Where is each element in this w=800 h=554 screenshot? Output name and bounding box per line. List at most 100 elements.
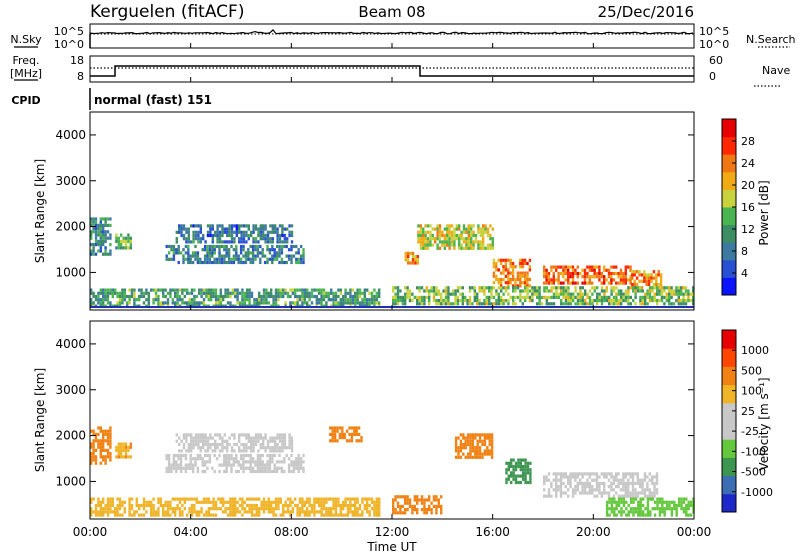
data-cell: [337, 294, 340, 299]
data-cell: [130, 503, 134, 508]
data-cell: [242, 240, 246, 244]
data-cell: [682, 497, 686, 501]
data-cell: [232, 248, 236, 252]
data-cell: [303, 301, 306, 305]
data-cell: [473, 292, 476, 296]
data-cell: [183, 288, 186, 292]
scatter-region: [392, 286, 695, 306]
colorbar-swatch: [722, 348, 736, 367]
data-cell: [241, 513, 244, 517]
data-cell: [603, 289, 606, 293]
data-cell: [375, 510, 378, 514]
data-cell: [422, 237, 425, 241]
data-cell: [552, 271, 555, 276]
data-cell: [327, 294, 330, 299]
data-cell: [624, 271, 627, 276]
power-y-axis-label: Slant Range [km]: [33, 159, 47, 263]
data-cell: [490, 455, 494, 459]
data-cell: [668, 503, 671, 508]
data-cell: [351, 294, 354, 299]
data-cell: [175, 237, 178, 241]
data-cell: [574, 295, 577, 299]
data-cell: [576, 271, 579, 276]
data-cell: [247, 254, 250, 258]
data-cell: [121, 288, 124, 292]
data-cell: [261, 248, 264, 252]
data-cell: [564, 271, 567, 276]
data-cell: [201, 260, 204, 265]
data-cell: [512, 474, 515, 478]
data-cell: [180, 439, 183, 443]
data-cell: [273, 248, 276, 252]
data-cell: [318, 301, 321, 305]
data-cell: [260, 507, 263, 511]
data-cell: [560, 286, 563, 290]
data-cell: [234, 288, 237, 292]
data-cell: [238, 433, 241, 437]
data-cell: [586, 292, 589, 296]
data-cell: [459, 292, 462, 296]
data-cell: [625, 500, 628, 504]
data-cell: [111, 294, 114, 299]
data-cell: [588, 299, 592, 303]
data-cell: [262, 497, 266, 501]
data-cell: [230, 453, 233, 458]
data-cell: [225, 460, 228, 464]
data-cell: [608, 497, 611, 501]
data-cell: [579, 271, 582, 276]
data-cell: [92, 458, 95, 462]
data-cell: [225, 244, 228, 249]
data-cell: [331, 429, 334, 433]
data-cell: [510, 480, 513, 485]
data-cell: [313, 503, 316, 508]
data-cell: [109, 510, 112, 514]
data-cell: [547, 281, 551, 285]
data-cell: [490, 302, 493, 306]
data-cell: [199, 439, 202, 443]
data-cell: [488, 452, 491, 456]
data-cell: [145, 500, 148, 504]
data-cell: [228, 436, 231, 440]
data-cell: [120, 246, 123, 250]
data-cell: [646, 302, 649, 306]
data-cell: [199, 449, 202, 453]
data-cell: [109, 217, 112, 221]
data-cell: [252, 237, 255, 241]
data-cell: [274, 503, 278, 508]
data-cell: [303, 513, 306, 517]
data-cell: [102, 239, 105, 243]
data-cell: [670, 286, 673, 290]
data-cell: [171, 507, 174, 511]
data-cell: [687, 507, 690, 511]
data-cell: [167, 463, 171, 467]
data-cell: [285, 244, 288, 249]
data-cell: [306, 294, 309, 299]
data-cell: [598, 481, 601, 485]
y-tick-label: 4000: [55, 337, 86, 351]
data-cell: [420, 299, 424, 303]
data-cell: [298, 500, 302, 504]
data-cell: [422, 233, 425, 238]
data-cell: [510, 464, 513, 469]
data-cell: [182, 260, 185, 265]
data-cell: [646, 475, 649, 479]
data-cell: [622, 292, 625, 296]
data-cell: [157, 507, 160, 511]
data-cell: [327, 291, 330, 295]
data-cell: [519, 480, 522, 485]
data-cell: [197, 237, 200, 241]
data-cell: [378, 291, 381, 295]
data-cell: [226, 240, 229, 244]
data-cell: [171, 301, 174, 305]
data-cell: [598, 271, 601, 276]
data-cell: [615, 281, 618, 285]
data-cell: [586, 485, 589, 489]
data-cell: [254, 224, 258, 228]
data-cell: [265, 294, 268, 299]
scatter-region: [392, 495, 443, 515]
data-cell: [411, 261, 415, 265]
data-cell: [299, 460, 303, 464]
data-cell: [187, 446, 190, 450]
data-cell: [159, 288, 162, 292]
data-cell: [320, 288, 323, 292]
